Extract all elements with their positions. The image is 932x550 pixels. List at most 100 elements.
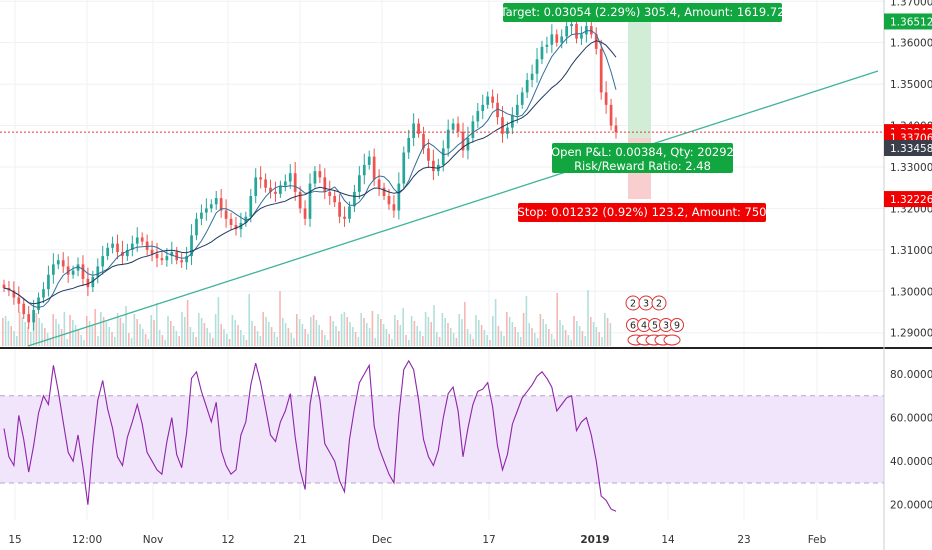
volume-bar — [130, 338, 133, 346]
candle-body — [446, 129, 450, 149]
target-label-bg — [503, 3, 782, 22]
volume-bar — [321, 330, 323, 346]
candle-body — [22, 303, 26, 315]
time-tick-label: 21 — [293, 534, 306, 546]
volume-bar — [102, 317, 105, 346]
target-label[interactable]: Target: 0.03054 (2.29%) 305.4, Amount: 1… — [500, 3, 785, 22]
event-circle[interactable] — [651, 295, 667, 311]
volume-bar — [128, 333, 130, 346]
volume-bar — [2, 318, 4, 346]
candle-body — [91, 276, 95, 288]
volume-bar — [290, 333, 292, 346]
volume-bar — [576, 321, 578, 346]
target-label-text: Target: 0.03054 (2.29%) 305.4, Amount: 1… — [500, 5, 785, 19]
candle-body — [427, 148, 430, 161]
candle-body — [308, 183, 312, 219]
candle-body — [486, 96, 490, 105]
candle-body — [116, 243, 119, 252]
event-icons[interactable]: 2 3 26 4 5 3 9 — [625, 295, 684, 346]
volume-bar — [108, 327, 110, 346]
candle-body — [264, 179, 267, 188]
flag-icon[interactable] — [663, 334, 681, 346]
volume-bar — [604, 313, 606, 346]
volume-bar — [584, 336, 586, 346]
candle-body — [501, 117, 504, 134]
candle-body — [160, 258, 164, 261]
volume-bar — [380, 319, 382, 346]
position-labels: Target: 0.03054 (2.29%) 305.4, Amount: 1… — [500, 3, 785, 222]
candle-body — [496, 102, 499, 118]
candle-body — [224, 210, 228, 219]
volume-bar — [486, 335, 488, 346]
candle-body — [560, 36, 564, 43]
volume-bar — [184, 317, 186, 346]
volume-bar — [562, 325, 564, 346]
trendline[interactable] — [27, 70, 879, 347]
candle-body — [214, 198, 218, 205]
event-circle[interactable] — [670, 318, 684, 332]
candle-body — [599, 48, 603, 93]
volume-bar — [7, 321, 10, 346]
event-count: 6 — [630, 321, 636, 332]
target-zone — [628, 21, 651, 138]
candle-body — [96, 266, 100, 277]
volume-bar — [139, 324, 141, 346]
volume-bar — [413, 321, 416, 346]
volume-bar — [570, 340, 572, 346]
volume-bar — [424, 312, 427, 346]
volume-bar — [455, 338, 458, 346]
volume-bar — [427, 317, 430, 346]
volume-bar — [91, 326, 94, 346]
candle-body — [323, 177, 327, 192]
volume-bar — [251, 321, 253, 346]
price-tick-label: 1.31000 — [890, 245, 932, 257]
candle-body — [565, 26, 569, 37]
volume-bar — [405, 335, 407, 346]
volume-bar — [478, 320, 480, 346]
candle-body — [17, 297, 21, 304]
candle-body — [545, 44, 549, 47]
candle-body — [51, 264, 55, 275]
volume-bar — [228, 339, 231, 346]
candle-body — [269, 187, 272, 192]
volume-bar — [326, 340, 329, 346]
volume-bar — [402, 308, 404, 346]
stop-label[interactable]: Stop: 0.01232 (0.92%) 123.2, Amount: 750 — [518, 203, 767, 222]
stop-label-bg — [518, 203, 766, 222]
candle-body — [604, 92, 608, 105]
candle-body — [614, 125, 618, 133]
volume-bar — [483, 330, 486, 346]
volume-bar — [352, 327, 354, 346]
volume-bar — [195, 337, 197, 346]
volume-bar — [13, 331, 15, 346]
volume-bars — [2, 290, 612, 346]
volume-bar — [170, 321, 172, 346]
volume-bar — [86, 316, 88, 346]
candle-body — [580, 34, 583, 39]
candle-body — [66, 266, 70, 275]
volume-bar — [116, 313, 119, 346]
volume-bar — [226, 334, 228, 346]
candle-body — [328, 191, 332, 196]
candle-body — [47, 274, 50, 290]
volume-bar — [209, 333, 211, 346]
volume-bar — [525, 296, 528, 346]
volume-bar — [74, 325, 77, 346]
rsi-line — [3, 359, 617, 512]
ma-fast-line — [3, 30, 617, 309]
candle-body — [155, 254, 159, 259]
candle-body — [412, 123, 416, 138]
volume-bar — [542, 319, 544, 346]
candle-body — [130, 243, 134, 250]
volume-bar — [181, 312, 183, 346]
candle-body — [338, 202, 341, 217]
time-tick-label: Dec — [372, 534, 393, 546]
volume-bar — [223, 329, 225, 346]
volume-bar — [186, 300, 189, 346]
event-count: 3 — [663, 321, 669, 332]
pnl-label[interactable]: Open P&L: 0.00384, Qty: 20292 Risk/Rewar… — [551, 143, 734, 173]
volume-bar — [494, 299, 497, 346]
volume-bar — [531, 328, 533, 346]
volume-bar — [220, 324, 222, 346]
